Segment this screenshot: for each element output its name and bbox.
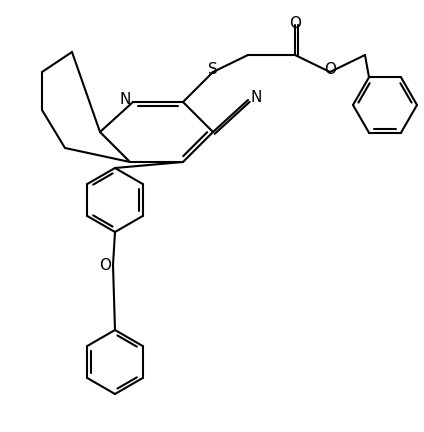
Text: S: S	[208, 63, 218, 77]
Text: N: N	[119, 92, 131, 108]
Text: N: N	[250, 90, 262, 105]
Text: O: O	[99, 257, 111, 273]
Text: O: O	[289, 16, 301, 31]
Text: O: O	[324, 63, 336, 77]
